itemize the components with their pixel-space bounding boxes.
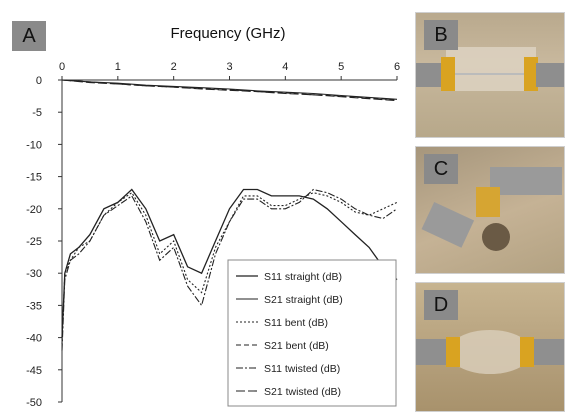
photo-c-image [421,167,562,251]
y-tick-label: -30 [26,268,42,280]
legend-label: S21 straight (dB) [264,294,343,306]
legend-label: S11 straight (dB) [264,271,342,283]
x-tick-label: 4 [282,61,288,73]
series-line-1 [61,188,398,338]
y-tick-label: -35 [26,300,42,312]
x-tick-label: 2 [171,61,177,73]
photo-b-image [416,47,564,91]
y-tick-label: -5 [32,107,42,119]
y-tick-label: -25 [26,236,42,248]
chart-series-group [61,79,398,351]
y-tick-label: -40 [26,333,42,345]
legend-label: S11 bent (dB) [264,317,328,329]
photo-d-image [416,330,564,374]
y-tick-label: -20 [26,204,42,216]
y-tick-label: 0 [36,75,42,87]
photo-label-c: C [424,154,458,184]
chart-legend: S11 straight (dB) S21 straight (dB) S11 be… [227,259,397,407]
legend-label: S21 twisted (dB) [264,386,341,398]
x-tick-label: 1 [115,61,121,73]
chart-tick-labels: 0 1 2 3 4 5 6 0 -5 -10 -15 -20 -25 -30 -35 -40 -45 -50 [26,61,400,409]
series-line-2 [61,79,398,100]
x-tick-label: 3 [226,61,232,73]
series-line-6 [61,79,398,102]
y-tick-label: -15 [26,172,42,184]
photo-panel-b: B [415,12,565,138]
legend-label: S21 bent (dB) [264,340,329,352]
series-line-3 [61,191,398,345]
legend-label: S11 twisted (dB) [264,363,340,375]
photo-panel-d: D [415,282,565,412]
photo-panel-c: C [415,146,565,274]
y-tick-label: -10 [26,139,42,151]
x-tick-label: 5 [338,61,344,73]
legend-box [227,259,397,407]
chart-title: Frequency (GHz) [170,25,285,42]
x-tick-label: 6 [394,61,400,73]
frequency-response-chart: 0 1 2 3 4 5 6 0 -5 -10 -15 -20 -25 -30 -35 -40 -45 -50 Fr… [26,25,400,409]
photo-label-b: B [424,20,458,50]
y-tick-label: -50 [26,397,42,409]
panel-label-a: A [12,21,46,51]
series-line-5 [61,188,398,351]
x-tick-label: 0 [59,61,65,73]
series-line-4 [61,79,398,101]
y-tick-label: -45 [26,365,42,377]
photo-label-d: D [424,290,458,320]
